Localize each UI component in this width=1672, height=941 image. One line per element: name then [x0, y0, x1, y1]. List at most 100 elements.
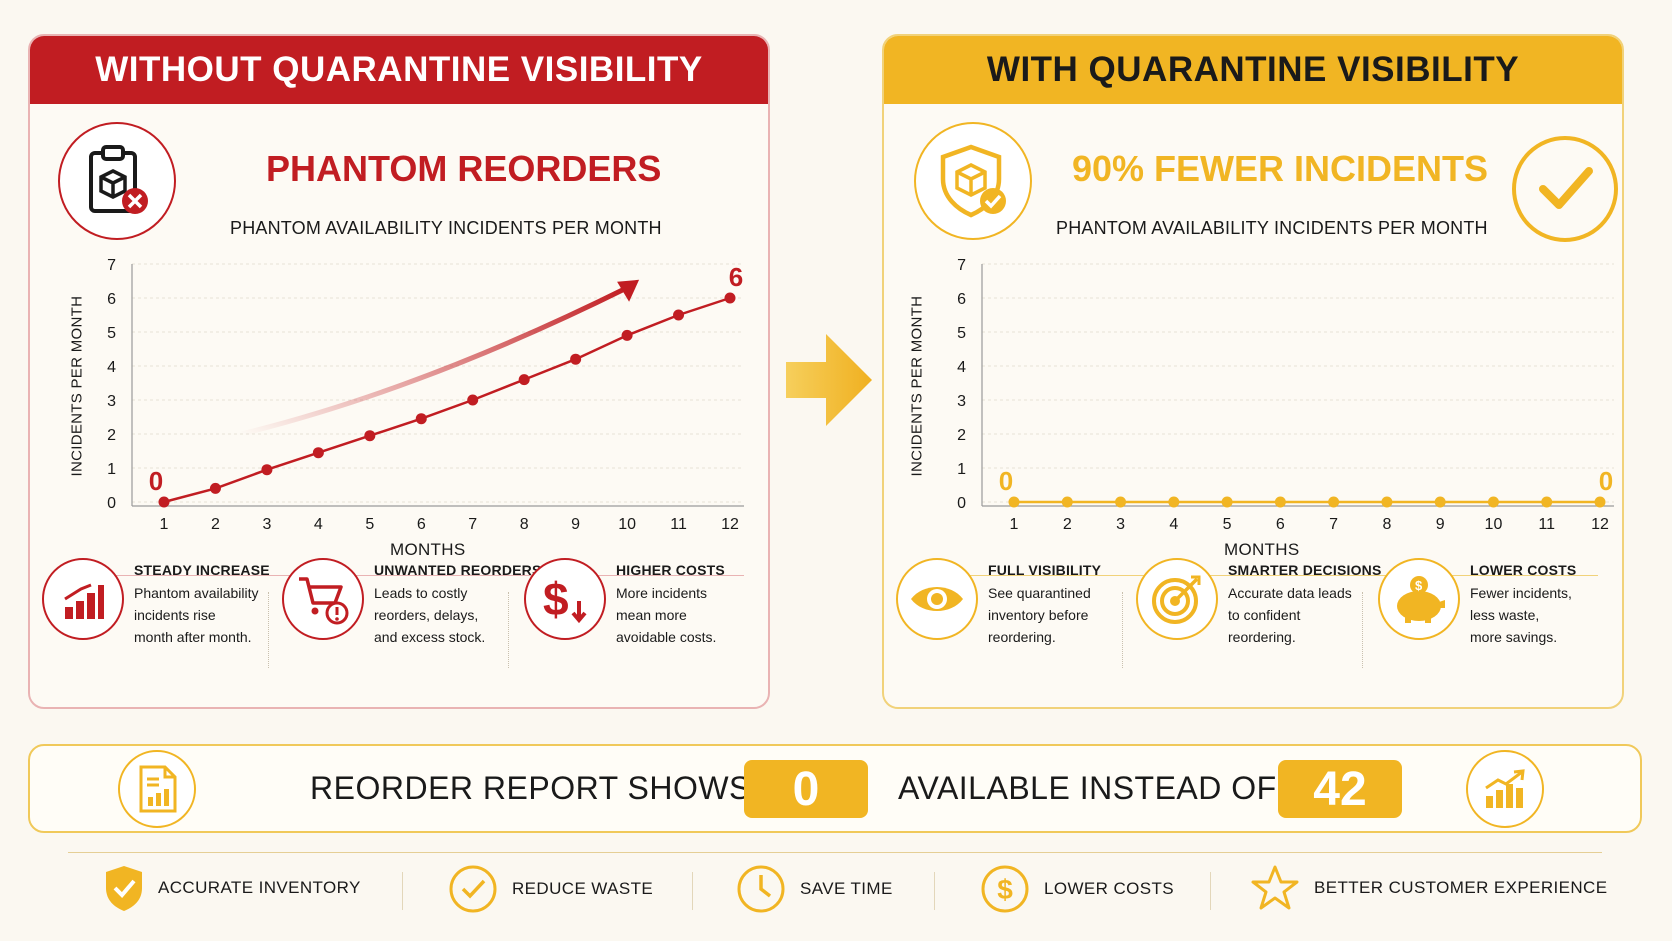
x-axis-label: MONTHS — [1224, 540, 1300, 559]
benefit-description: More incidents mean more avoidable costs. — [616, 582, 725, 648]
feature-label: REDUCE WASTE — [512, 879, 654, 898]
benefit-separator — [1122, 592, 1123, 668]
benefit-line: mean more — [616, 607, 687, 623]
data-point — [1008, 496, 1020, 508]
data-point — [621, 329, 633, 341]
x-tick-label: 7 — [468, 516, 477, 533]
benefit-line: incidents rise — [134, 607, 216, 623]
data-point — [1487, 496, 1499, 508]
benefit-description: Leads to costly reorders, delays, and exce… — [374, 582, 542, 648]
end-value-label: 0 — [1599, 466, 1613, 496]
x-tick-label: 12 — [1591, 516, 1609, 533]
feature-separator — [1210, 872, 1211, 910]
panel-title: PHANTOM REORDERS — [266, 148, 662, 189]
data-point — [570, 353, 582, 365]
benefit-unwanted-reorders: UNWANTED REORDERS Leads to costly reorders… — [282, 558, 542, 648]
benefit-line: Phantom availability — [134, 585, 259, 601]
divider — [910, 575, 1598, 576]
chart-title: PHANTOM AVAILABILITY INCIDENTS PER MONTH — [230, 218, 662, 238]
x-tick-label: 8 — [520, 516, 529, 533]
benefit-title: STEADY INCREASE — [134, 562, 270, 578]
data-point — [1061, 496, 1073, 508]
x-tick-label: 11 — [1538, 516, 1555, 533]
data-point — [364, 430, 376, 442]
benefit-full-visibility: FULL VISIBILITY See quarantined inventory … — [896, 558, 1101, 648]
data-point — [1115, 496, 1127, 508]
benefit-title: SMARTER DECISIONS — [1228, 562, 1382, 578]
x-tick-label: 1 — [1010, 516, 1019, 533]
feature-separator — [402, 872, 403, 910]
report-text-instead: AVAILABLE INSTEAD OF — [898, 770, 1277, 806]
without-visibility-panel: WITHOUT QUARANTINE VISIBILITY PHANTOM RE… — [28, 34, 770, 709]
report-value-42: 42 — [1278, 760, 1402, 818]
y-tick-label: 4 — [107, 359, 116, 376]
feature-label: BETTER CUSTOMER EXPERIENCE — [1314, 878, 1608, 897]
dollar-circle-icon: $ — [980, 864, 1030, 914]
panel-header: WITH QUARANTINE VISIBILITY — [884, 36, 1622, 104]
benefit-line: Accurate data leads — [1228, 585, 1352, 601]
feature-label: LOWER COSTS — [1044, 879, 1175, 898]
growth-chart-icon — [1466, 750, 1544, 828]
benefit-line: reorders, delays, — [374, 607, 479, 623]
x-tick-label: 11 — [670, 516, 687, 533]
benefit-description: See quarantined inventory before reorderin… — [988, 582, 1101, 648]
x-tick-label: 3 — [262, 516, 271, 533]
benefit-line: Leads to costly — [374, 585, 468, 601]
target-icon — [1136, 558, 1218, 640]
benefit-line: more savings. — [1470, 629, 1558, 645]
x-tick-label: 10 — [1485, 516, 1503, 533]
feature-separator — [934, 872, 935, 910]
svg-text:$: $ — [1415, 578, 1423, 593]
feature-accurate-inventory: ACCURATE INVENTORY — [104, 864, 361, 912]
y-tick-label: 5 — [957, 325, 966, 342]
y-tick-label: 7 — [107, 257, 116, 274]
feature-reduce-waste: REDUCE WASTE — [448, 864, 653, 914]
x-tick-label: 4 — [314, 516, 323, 533]
x-tick-label: 9 — [1436, 516, 1445, 533]
feature-label: ACCURATE INVENTORY — [158, 878, 361, 897]
svg-text:$: $ — [997, 874, 1013, 905]
x-tick-label: 2 — [211, 516, 220, 533]
benefit-line: month after month. — [134, 629, 252, 645]
reorder-report-bar: REORDER REPORT SHOWS 0 AVAILABLE INSTEAD… — [28, 744, 1642, 833]
benefit-line: inventory before — [988, 607, 1089, 623]
benefit-line: avoidable costs. — [616, 629, 717, 645]
benefit-smarter-decisions: SMARTER DECISIONS Accurate data leads to c… — [1136, 558, 1382, 648]
benefit-title: UNWANTED REORDERS — [374, 562, 542, 578]
benefit-line: See quarantined — [988, 585, 1091, 601]
x-tick-label: 1 — [160, 516, 169, 533]
data-point — [158, 496, 170, 508]
data-point — [1434, 496, 1446, 508]
benefit-separator — [1362, 592, 1363, 668]
benefit-title: HIGHER COSTS — [616, 562, 725, 578]
benefit-title: LOWER COSTS — [1470, 562, 1577, 578]
benefit-title: FULL VISIBILITY — [988, 562, 1102, 578]
clock-icon — [736, 864, 786, 914]
report-document-icon — [118, 750, 196, 828]
piggy-bank-icon: $ — [1378, 558, 1460, 640]
eye-icon — [896, 558, 978, 640]
benefit-line: and excess stock. — [374, 629, 486, 645]
chart-title: PHANTOM AVAILABILITY INCIDENTS PER MONTH — [1056, 218, 1488, 238]
data-point — [312, 447, 324, 459]
feature-lower-costs: $ LOWER COSTS — [980, 864, 1174, 914]
data-point — [209, 482, 221, 494]
benefit-line: reordering. — [1228, 629, 1296, 645]
benefit-steady-increase: STEADY INCREASE Phantom availability incid… — [42, 558, 270, 648]
y-tick-label: 4 — [957, 359, 966, 376]
benefit-separator — [268, 592, 269, 668]
check-circle-icon — [448, 864, 498, 914]
x-tick-label: 9 — [571, 516, 580, 533]
data-point — [261, 464, 273, 476]
clipboard-box-x-icon — [58, 122, 176, 240]
cart-alert-icon — [282, 558, 364, 640]
benefit-line: More incidents — [616, 585, 708, 601]
star-icon — [1250, 864, 1300, 912]
data-point — [415, 413, 427, 425]
data-point — [1541, 496, 1553, 508]
report-value-zero: 0 — [744, 760, 868, 818]
panel-header: WITHOUT QUARANTINE VISIBILITY — [30, 36, 768, 104]
shield-box-check-icon — [914, 122, 1032, 240]
x-tick-label: 6 — [1276, 516, 1285, 533]
